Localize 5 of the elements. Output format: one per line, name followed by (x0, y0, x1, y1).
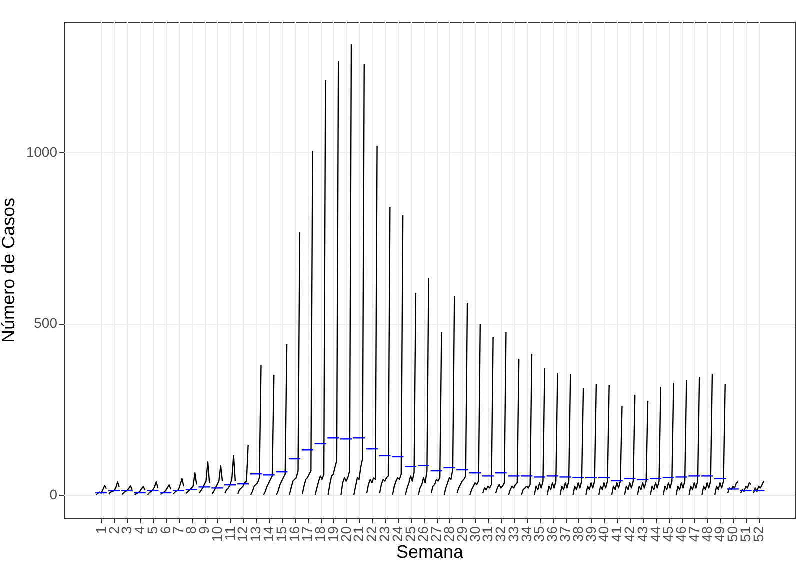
y-tick-label: 500 (34, 315, 58, 332)
y-axis-title: Número de Casos (0, 198, 18, 344)
y-tick-label: 0 (50, 486, 58, 503)
x-axis-title: Semana (396, 542, 465, 562)
y-tick-label: 1000 (26, 144, 58, 160)
